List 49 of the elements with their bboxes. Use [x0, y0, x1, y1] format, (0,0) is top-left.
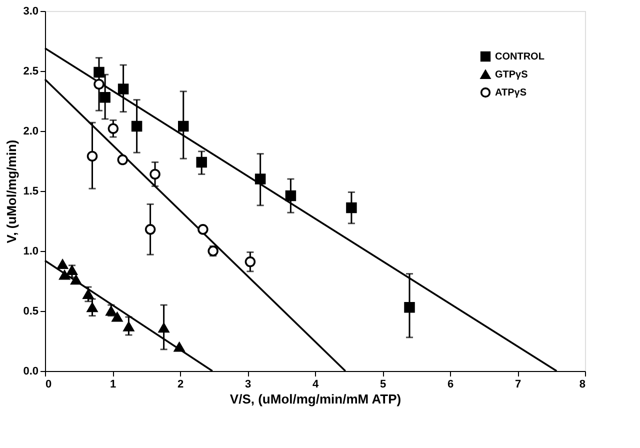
legend-label: CONTROL: [495, 52, 544, 62]
point: [178, 120, 189, 132]
point: [131, 120, 142, 132]
point: [108, 123, 119, 134]
y-tick-label: 3.0: [23, 6, 38, 18]
point: [144, 224, 156, 235]
x-tick-label: 8: [579, 378, 586, 390]
y-tick-label: 1.5: [23, 186, 38, 198]
x-tick-label: 3: [244, 378, 252, 390]
point: [82, 289, 94, 299]
point: [100, 92, 110, 103]
x-tick-label: 7: [514, 378, 522, 390]
point: [94, 78, 104, 90]
point: [254, 174, 266, 184]
point: [117, 154, 128, 166]
x-tick-label: 1: [110, 378, 116, 390]
y-axis-title: V, (uMol/mg/min): [4, 140, 20, 244]
point: [404, 302, 415, 313]
point: [57, 259, 68, 269]
x-tick-label: 6: [447, 378, 454, 390]
x-tick-label: 2: [177, 378, 184, 390]
point: [94, 66, 104, 78]
point: [196, 156, 207, 168]
y-tick-label: 2.0: [23, 126, 38, 138]
y-tick-label: 0.0: [23, 366, 38, 378]
y-tick-label: 2.5: [23, 66, 38, 78]
point: [123, 322, 134, 332]
y-tick-label: 0.5: [23, 306, 38, 318]
legend-label: ATPγS: [495, 88, 527, 98]
point: [59, 270, 70, 280]
point: [158, 323, 170, 333]
point: [150, 168, 160, 180]
x-tick-label: 5: [380, 378, 386, 390]
point: [285, 190, 296, 202]
point: [86, 150, 98, 162]
legend-label: GTPγS: [495, 70, 528, 80]
point: [70, 275, 82, 285]
point: [66, 265, 78, 275]
point: [346, 202, 357, 214]
x-tick-label: 0: [46, 378, 52, 390]
point: [244, 256, 256, 268]
point: [86, 302, 98, 312]
point: [174, 342, 185, 352]
y-tick-label: 1.0: [23, 246, 38, 258]
point: [118, 84, 129, 94]
x-tick-label: 4: [312, 378, 320, 390]
point: [198, 224, 208, 235]
point: [112, 312, 123, 322]
x-axis-title: V/S, (uMol/mg/min/mM ATP): [230, 392, 402, 406]
